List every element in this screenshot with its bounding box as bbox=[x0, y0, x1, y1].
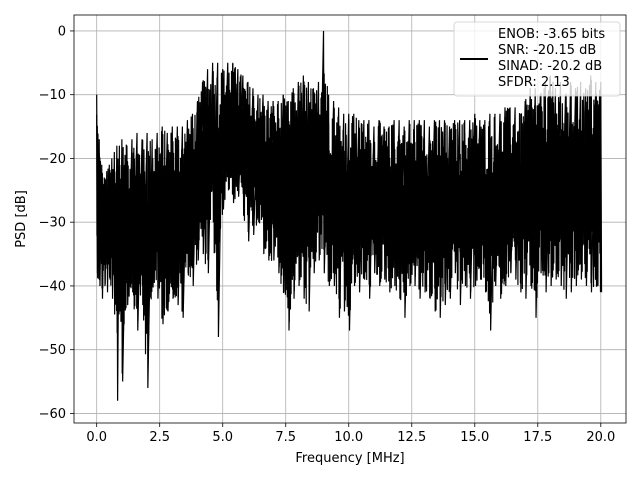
x-tick-label: 2.5 bbox=[149, 430, 170, 445]
legend: ENOB: -3.65 bits SNR: -20.15 dB SINAD: -… bbox=[453, 21, 621, 97]
x-tick-label: 10.0 bbox=[334, 430, 363, 445]
y-tick-label: −50 bbox=[39, 343, 66, 358]
x-tick-label: 12.5 bbox=[397, 430, 426, 445]
plot-frame bbox=[73, 14, 627, 424]
series-layer bbox=[96, 30, 603, 401]
y-tick-label: −40 bbox=[39, 279, 66, 294]
y-tick-label: −10 bbox=[39, 88, 66, 103]
x-tick-label: 5.0 bbox=[212, 430, 233, 445]
y-axis-label: PSD [dB] bbox=[14, 190, 29, 248]
psd-peak-trace bbox=[96, 30, 603, 401]
y-tick-label: 0 bbox=[58, 24, 66, 39]
x-tick-label: 7.5 bbox=[275, 430, 296, 445]
x-tick-label: 15.0 bbox=[460, 430, 489, 445]
y-tick-label: −30 bbox=[39, 216, 66, 231]
x-axis-label: Frequency [MHz] bbox=[295, 451, 404, 466]
y-tick-label: −60 bbox=[39, 407, 66, 422]
legend-entry-snr: SNR: -20.15 dB bbox=[498, 43, 596, 58]
legend-entry-sinad: SINAD: -20.2 dB bbox=[498, 59, 602, 74]
legend-entry-enob: ENOB: -3.65 bits bbox=[498, 27, 605, 42]
y-axis: 0 −10 −20 −30 −40 −50 −60 bbox=[39, 24, 74, 422]
legend-entry-sfdr: SFDR: 2.13 bbox=[498, 75, 570, 90]
x-tick-label: 17.5 bbox=[523, 430, 552, 445]
x-tick-label: 20.0 bbox=[586, 430, 615, 445]
y-tick-label: −20 bbox=[39, 152, 66, 167]
x-axis: 0.0 2.5 5.0 7.5 10.0 12.5 15.0 17.5 20.0 bbox=[86, 423, 615, 445]
legend-box bbox=[453, 21, 621, 97]
x-tick-label: 0.0 bbox=[86, 430, 107, 445]
